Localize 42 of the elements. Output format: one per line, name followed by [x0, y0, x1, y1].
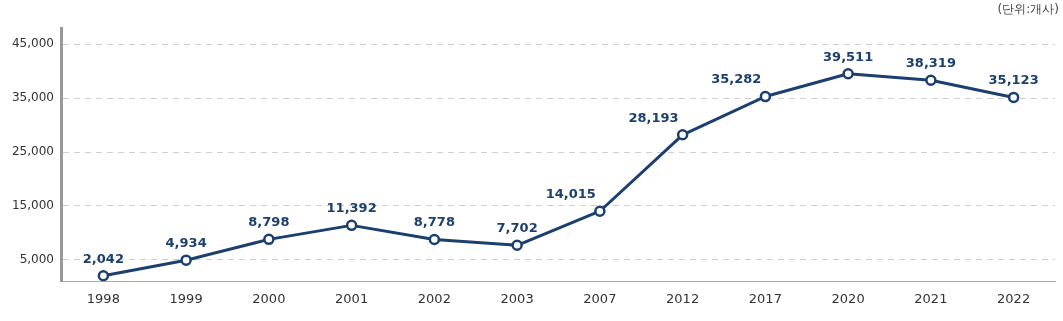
x-tick-label: 1998 — [86, 290, 120, 306]
point — [345, 219, 358, 232]
x-tick-label: 2007 — [583, 290, 617, 306]
x-tick-label: 2021 — [914, 290, 948, 306]
y-tick-label: 45,000 — [11, 36, 54, 51]
data-label: 14,015 — [545, 186, 596, 202]
point — [759, 90, 772, 103]
point — [925, 74, 937, 86]
x-tick-label: 2012 — [666, 290, 700, 306]
point — [428, 233, 441, 246]
data-label: 38,319 — [905, 55, 956, 71]
point — [594, 205, 606, 217]
point — [1007, 91, 1020, 104]
point — [180, 254, 192, 266]
x-tick-label: 2001 — [335, 290, 369, 306]
point — [263, 233, 275, 246]
point — [676, 129, 689, 141]
x-tick-label: 2020 — [831, 290, 865, 306]
data-label: 35,282 — [711, 71, 762, 87]
data-label: 2,042 — [82, 250, 124, 266]
x-tick-label: 1999 — [169, 290, 203, 306]
text: (단위:개사) — [997, 2, 1059, 17]
x-tick-label: 2000 — [252, 290, 286, 306]
data-label: 39,511 — [823, 48, 874, 64]
x-tick-label: 2002 — [417, 290, 451, 306]
y-tick-label: 25,000 — [11, 144, 54, 159]
data-label: 8,778 — [413, 214, 455, 230]
x-tick-label: 2003 — [500, 290, 534, 306]
y-tick-label: 35,000 — [11, 90, 54, 105]
data-label: 8,798 — [248, 214, 290, 230]
point — [842, 68, 854, 80]
data-label: 28,193 — [628, 109, 679, 125]
data-label: 4,934 — [165, 235, 207, 251]
y-tick-label: 15,000 — [11, 198, 54, 213]
x-tick-label: 2022 — [997, 290, 1031, 306]
x-tick-label: 2017 — [748, 290, 782, 306]
data-label: 7,702 — [496, 220, 538, 236]
point — [97, 270, 110, 282]
data-label: 35,123 — [988, 72, 1039, 88]
data-label: 11,392 — [326, 200, 377, 216]
point — [511, 239, 523, 252]
y-tick-label: 5,000 — [19, 251, 54, 266]
